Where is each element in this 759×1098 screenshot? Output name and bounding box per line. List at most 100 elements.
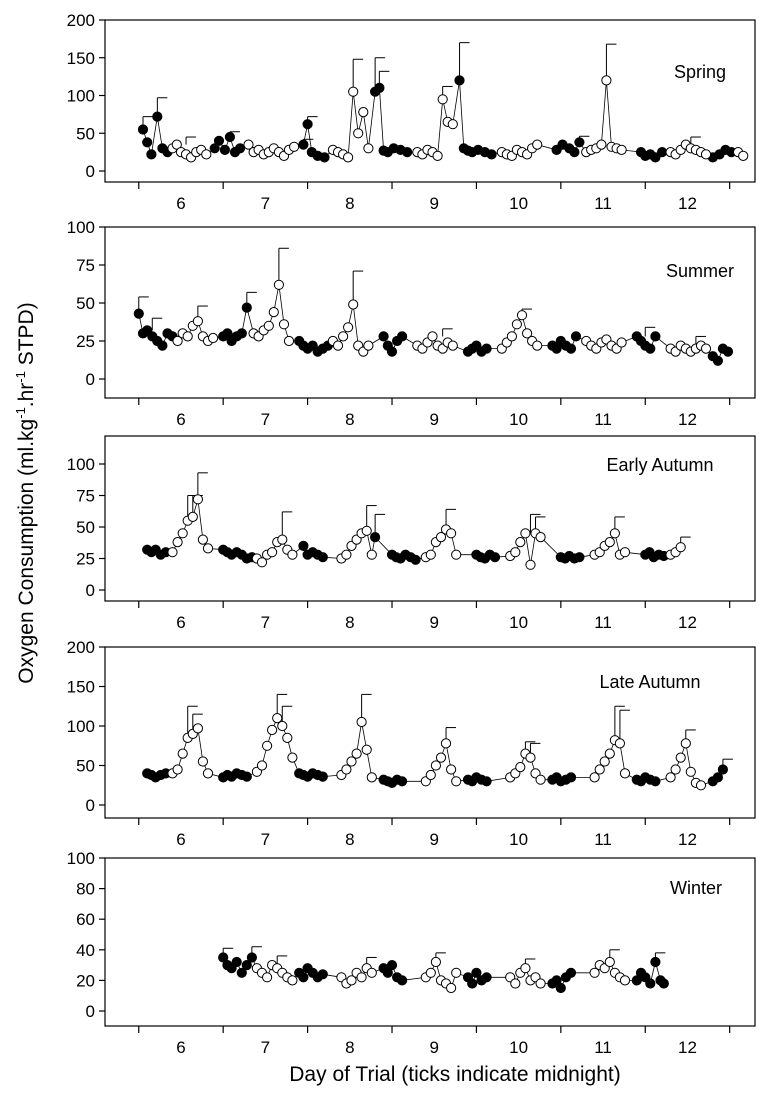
data-point-filled <box>565 772 577 783</box>
data-point-open <box>435 532 447 543</box>
y-tick-label: 40 <box>76 941 95 960</box>
data-point-filled <box>137 124 149 135</box>
panel-late-autumn: 0 50 100 150 200 6 7 8 9 10 11 12 Late Autumn <box>67 638 756 849</box>
y-axis-label-main: Oxygen Consumption (ml.kg <box>15 419 38 684</box>
data-point-filled <box>386 960 398 971</box>
data-point-open <box>451 776 462 787</box>
data-point-filled <box>397 331 408 342</box>
x-tick-label: 11 <box>594 194 612 213</box>
data-point-filled <box>650 331 661 342</box>
data-point-open <box>267 547 278 558</box>
data-point-open <box>446 982 457 994</box>
x-tick-label: 7 <box>261 613 270 632</box>
data-point-open <box>171 139 182 150</box>
data-point-filled <box>397 975 408 986</box>
data-point-filled <box>235 143 246 154</box>
data-point-open <box>192 723 203 734</box>
panel-summer: 0 25 50 75 100 6 7 8 9 10 11 12 Summer <box>67 218 756 429</box>
data-point-open <box>532 340 543 351</box>
x-tick-label: 7 <box>261 410 270 429</box>
y-tick-label: 25 <box>76 550 95 569</box>
data-point-open <box>182 331 193 342</box>
x-tick-label: 10 <box>509 194 528 213</box>
data-point-open <box>172 764 183 775</box>
data-point-open <box>192 316 203 327</box>
data-point-open <box>619 547 631 558</box>
data-point-open <box>366 772 377 783</box>
x-tick-label: 11 <box>594 410 612 429</box>
y-tick-label: 50 <box>76 757 95 776</box>
panel-title: Winter <box>670 878 722 898</box>
panel-early-autumn: 0 25 50 75 100 6 7 8 9 10 11 12 Early Autumn <box>67 435 756 632</box>
data-point-open <box>202 543 214 554</box>
data-point-filled <box>374 82 385 94</box>
plot-frame <box>104 646 756 819</box>
y-tick-label: 0 <box>86 370 95 389</box>
data-point-open <box>532 139 543 150</box>
y-axis-label-mid: .hr <box>15 383 38 408</box>
data-point-open <box>437 94 448 105</box>
data-point-open <box>282 732 293 744</box>
data-point-filled <box>722 346 734 357</box>
data-point-open <box>510 978 521 989</box>
y-tick-label: 75 <box>76 256 95 275</box>
data-point-open <box>273 279 284 290</box>
data-point-filled <box>481 776 492 787</box>
x-tick-label: 7 <box>261 830 270 849</box>
data-point-filled <box>319 152 330 163</box>
data-point-open <box>366 967 377 978</box>
data-point-open <box>197 534 208 545</box>
data-point-open <box>243 139 254 150</box>
data-point-open <box>670 764 681 775</box>
x-tick-label: 8 <box>345 410 354 429</box>
data-point-open <box>272 713 283 724</box>
data-point-filled <box>378 331 389 342</box>
x-tick-label: 6 <box>176 830 185 849</box>
data-point-filled <box>712 355 724 366</box>
data-point-filled <box>565 343 577 354</box>
data-point-open <box>277 534 288 545</box>
x-tick-label: 11 <box>594 1038 612 1057</box>
data-point-open <box>278 319 290 330</box>
plot-frame <box>104 19 756 183</box>
data-point-filled <box>481 972 492 983</box>
data-point-open <box>440 738 452 749</box>
data-point-open <box>366 549 377 560</box>
data-point-filled <box>298 139 309 150</box>
x-tick-label: 9 <box>429 613 438 632</box>
data-point-open <box>341 549 352 560</box>
data-point-filled <box>657 147 668 158</box>
x-tick-label: 12 <box>678 1038 697 1057</box>
data-point-open <box>208 332 219 344</box>
data-point-open <box>447 119 458 130</box>
x-tick-label: 10 <box>509 1038 528 1057</box>
y-axis-label-sup2: -1 <box>13 371 28 383</box>
data-point-open <box>589 967 600 978</box>
y-axis-label-tail: STPD) <box>15 302 38 371</box>
data-point-filled <box>551 975 562 986</box>
x-tick-label: 9 <box>429 1038 438 1057</box>
data-point-filled <box>218 952 229 963</box>
data-point-filled <box>486 149 497 160</box>
data-point-open <box>515 537 526 548</box>
data-point-open <box>675 542 686 553</box>
data-point-open <box>520 528 531 539</box>
data-point-filled <box>650 152 661 163</box>
data-point-open <box>738 150 749 161</box>
x-tick-label: 8 <box>345 194 354 213</box>
data-point-open <box>446 764 457 775</box>
data-point-open <box>425 967 436 978</box>
y-axis-label-sup1: -1 <box>13 407 28 419</box>
data-point-filled <box>142 137 153 148</box>
data-point-filled <box>209 143 220 154</box>
x-tick-label: 6 <box>176 194 185 213</box>
data-point-open <box>343 152 354 163</box>
y-tick-label: 100 <box>67 87 95 106</box>
x-tick-label: 11 <box>594 613 612 632</box>
data-point-open <box>289 141 300 152</box>
data-point-open <box>510 547 521 558</box>
data-point-open <box>338 331 349 342</box>
data-point-open <box>358 107 369 118</box>
data-point-filled <box>213 135 225 146</box>
